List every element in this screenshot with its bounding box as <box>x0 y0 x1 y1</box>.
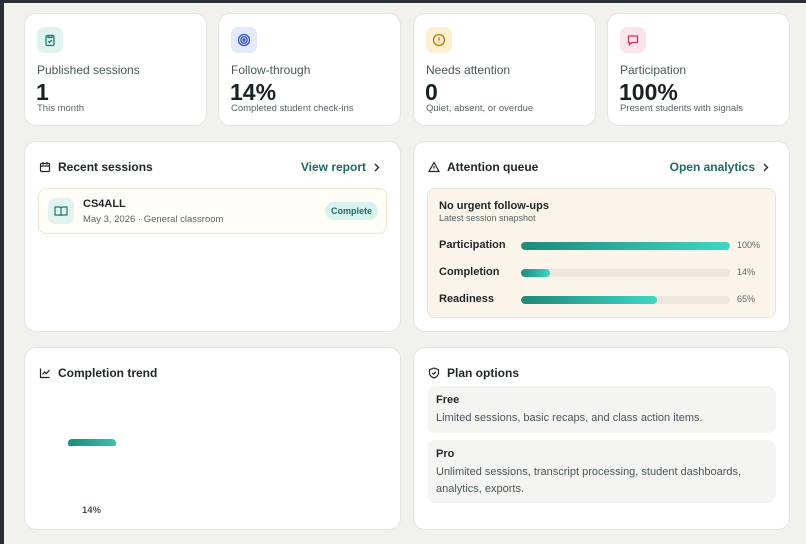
icon <box>428 367 440 379</box>
trend-bar <box>68 439 116 446</box>
progress-fill <box>521 296 657 304</box>
stat-caption: Quiet, absent, or overdue <box>426 103 534 114</box>
plan-options-card: Plan options Free Limited sessions, basi… <box>413 347 790 530</box>
stat-value: 100% <box>619 79 678 105</box>
plan-description: Limited sessions, basic recaps, and clas… <box>436 412 703 424</box>
icon <box>620 27 646 53</box>
progress-fill <box>521 269 551 277</box>
recent-sessions-card: Recent sessions View report CS4ALL May 3… <box>24 141 401 332</box>
stat-title: Participation <box>620 63 687 77</box>
progress-track <box>521 269 730 277</box>
stat-card: Participation 100% Present students with… <box>607 13 790 126</box>
icon <box>48 198 74 224</box>
icon <box>231 27 257 53</box>
link-text[interactable]: View report <box>300 160 366 174</box>
metric-label: 65% <box>737 294 756 304</box>
card-header: Recent sessions <box>39 160 153 174</box>
icon <box>39 368 50 379</box>
queue-panel: No urgent follow-ups Latest session snap… <box>427 188 776 318</box>
window-edge <box>0 0 806 3</box>
session-name: CS4ALL <box>83 198 126 210</box>
metric-label: 100% <box>737 240 761 250</box>
completion-trend-card: Completion trend <box>24 347 401 530</box>
metric-name: Participation <box>439 239 506 251</box>
plan-option[interactable]: Free Limited sessions, basic recaps, and… <box>427 386 776 433</box>
open-analytics-link[interactable]: Open analytics <box>670 160 769 174</box>
trend-column <box>68 439 116 489</box>
icon <box>39 162 51 173</box>
icon <box>426 27 452 53</box>
card-title: Attention queue <box>447 160 539 174</box>
card-header: Plan options <box>428 366 519 380</box>
card-header: Attention queue <box>428 160 538 174</box>
stat-card: Follow-through 14% Completed student che… <box>218 13 401 126</box>
card-title: Recent sessions <box>58 160 153 174</box>
icon <box>428 161 440 173</box>
plan-description: Unlimited sessions, transcript processin… <box>436 466 742 495</box>
stat-caption: Present students with signals <box>620 103 744 114</box>
window-edge <box>0 0 4 544</box>
stat-card: Published sessions 1 This month <box>24 13 207 126</box>
queue-subheading: Latest session snapshot <box>439 213 536 223</box>
progress-track <box>521 296 730 304</box>
stat-value: 1 <box>36 79 49 105</box>
stat-title: Follow-through <box>231 63 311 77</box>
progress-track <box>521 242 730 250</box>
icon <box>37 27 63 53</box>
stat-title: Published sessions <box>37 63 140 77</box>
progress-fill <box>521 242 730 250</box>
stat-card: Needs attention 0 Quiet, absent, or over… <box>413 13 596 126</box>
view-report-link[interactable]: View report <box>301 160 380 174</box>
card-title: Completion trend <box>58 366 158 380</box>
metric-label: 14% <box>737 267 756 277</box>
metric-name: Readiness <box>439 293 495 305</box>
plan-name: Free <box>436 394 460 406</box>
stat-caption: Completed student check-ins <box>231 103 354 114</box>
status-badge: Complete <box>324 202 378 220</box>
session-meta: May 3, 2026 · General classroom <box>83 214 224 225</box>
metric-name: Completion <box>439 266 500 278</box>
stat-caption: This month <box>37 103 84 114</box>
plan-name: Pro <box>436 448 455 460</box>
plan-option[interactable]: Pro Unlimited sessions, transcript proce… <box>427 440 776 503</box>
stat-value: 14% <box>230 79 277 105</box>
metric-row: Completion 14% <box>439 266 769 280</box>
stat-value: 0 <box>425 79 438 105</box>
metric-row: Participation 100% <box>439 239 769 253</box>
metric-row: Readiness 65% <box>439 293 769 307</box>
card-header: Completion trend <box>39 366 157 380</box>
session-item[interactable]: CS4ALL May 3, 2026 · General classroom C… <box>38 188 387 234</box>
link-text[interactable]: Open analytics <box>669 160 755 174</box>
queue-heading: No urgent follow-ups <box>439 200 549 212</box>
card-title: Plan options <box>447 366 519 380</box>
stat-title: Needs attention <box>426 63 511 77</box>
attention-queue-card: Attention queue Open analytics No urgent… <box>413 141 790 332</box>
trend-label: 14% <box>82 505 102 516</box>
